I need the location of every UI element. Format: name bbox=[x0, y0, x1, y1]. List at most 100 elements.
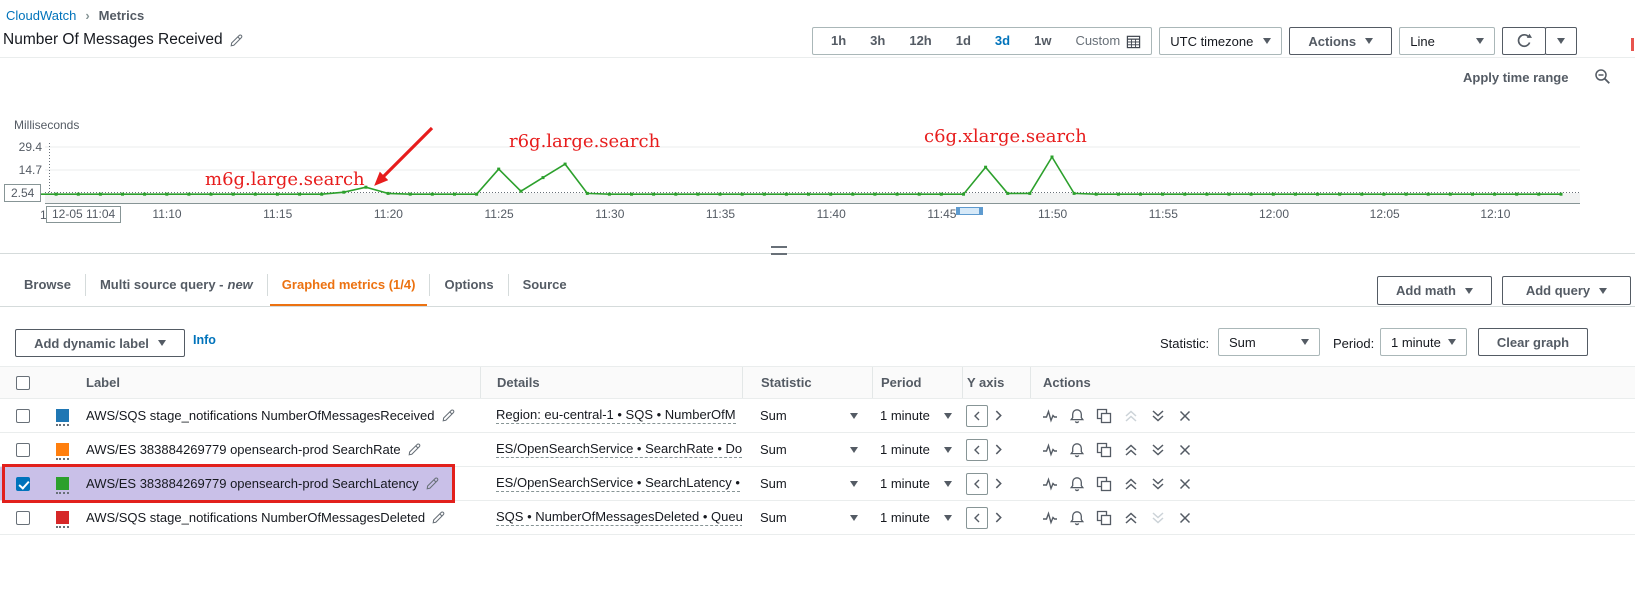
tab-graphed-metrics[interactable]: Graphed metrics (1/4) bbox=[268, 262, 430, 307]
zoom-out-icon[interactable] bbox=[1594, 68, 1611, 88]
remove-metric-icon[interactable] bbox=[1177, 408, 1193, 424]
actions-menu-button[interactable]: Actions bbox=[1289, 27, 1393, 55]
metric-details[interactable]: ES/OpenSearchService • SearchLatency • bbox=[496, 475, 740, 492]
y-axis-right-toggle[interactable] bbox=[993, 478, 1004, 489]
metric-details[interactable]: SQS • NumberOfMessagesDeleted • Queu bbox=[496, 509, 742, 526]
move-down-icon[interactable] bbox=[1150, 510, 1166, 526]
move-down-icon[interactable] bbox=[1150, 442, 1166, 458]
graph-this-metric-icon[interactable] bbox=[1042, 476, 1058, 492]
y-axis-right-toggle[interactable] bbox=[993, 410, 1004, 421]
y-axis-left-toggle[interactable] bbox=[966, 438, 988, 461]
refresh-button[interactable] bbox=[1502, 27, 1547, 55]
edit-pencil-icon[interactable] bbox=[230, 34, 243, 47]
time-range-1h[interactable]: 1h bbox=[831, 33, 847, 48]
y-axis-right-toggle[interactable] bbox=[993, 444, 1004, 455]
metric-label: AWS/SQS stage_notifications NumberOfMess… bbox=[86, 408, 435, 423]
y-axis-tick: 29.4 bbox=[18, 140, 42, 154]
duplicate-metric-icon[interactable] bbox=[1096, 510, 1112, 526]
y-axis-left-toggle[interactable] bbox=[966, 472, 988, 495]
add-query-button[interactable]: Add query bbox=[1502, 276, 1631, 305]
header-label: Label bbox=[86, 375, 120, 390]
tab-multi-source-query[interactable]: Multi source query - new bbox=[86, 262, 267, 307]
panel-resize-handle[interactable] bbox=[771, 246, 787, 255]
y-axis-right-toggle[interactable] bbox=[993, 512, 1004, 523]
add-math-button[interactable]: Add math bbox=[1377, 276, 1492, 305]
edit-title-button[interactable] bbox=[230, 34, 243, 47]
graph-this-metric-icon[interactable] bbox=[1042, 442, 1058, 458]
row-statistic-select[interactable]: Sum bbox=[742, 442, 872, 457]
edit-pencil-icon[interactable] bbox=[426, 477, 439, 490]
move-up-icon[interactable] bbox=[1123, 476, 1139, 492]
select-all-checkbox[interactable] bbox=[16, 375, 30, 390]
row-checkbox[interactable] bbox=[16, 510, 30, 525]
time-range-3h[interactable]: 3h bbox=[870, 33, 886, 48]
row-period-select[interactable]: 1 minute bbox=[872, 476, 962, 491]
row-statistic-select[interactable]: Sum bbox=[742, 408, 872, 423]
metric-color-swatch[interactable] bbox=[56, 477, 69, 494]
time-range-12h[interactable]: 12h bbox=[909, 33, 932, 48]
chart-type-select[interactable]: Line bbox=[1399, 27, 1496, 55]
move-up-icon[interactable] bbox=[1123, 510, 1139, 526]
divider bbox=[0, 57, 1635, 58]
create-alarm-bell-icon[interactable] bbox=[1069, 442, 1085, 458]
metric-details[interactable]: ES/OpenSearchService • SearchRate • Do bbox=[496, 441, 742, 458]
row-period-select[interactable]: 1 minute bbox=[872, 510, 962, 525]
tab-browse[interactable]: Browse bbox=[24, 277, 71, 292]
calendar-icon[interactable] bbox=[1126, 34, 1145, 49]
info-link[interactable]: Info bbox=[193, 333, 216, 347]
remove-metric-icon[interactable] bbox=[1177, 442, 1193, 458]
metric-color-swatch[interactable] bbox=[56, 443, 69, 460]
add-dynamic-label-button[interactable]: Add dynamic label bbox=[15, 329, 185, 357]
move-up-icon[interactable] bbox=[1123, 442, 1139, 458]
move-down-icon[interactable] bbox=[1150, 408, 1166, 424]
statistic-select[interactable]: Sum bbox=[1218, 328, 1320, 356]
create-alarm-bell-icon[interactable] bbox=[1069, 408, 1085, 424]
tab-source[interactable]: Source bbox=[522, 277, 567, 292]
x-axis-tick: 11:55 bbox=[1148, 207, 1178, 221]
remove-metric-icon[interactable] bbox=[1177, 476, 1193, 492]
row-statistic-select[interactable]: Sum bbox=[742, 476, 872, 491]
graph-this-metric-icon[interactable] bbox=[1042, 408, 1058, 424]
create-alarm-bell-icon[interactable] bbox=[1069, 510, 1085, 526]
graph-this-metric-icon[interactable] bbox=[1042, 510, 1058, 526]
metric-details[interactable]: Region: eu-central-1 • SQS • NumberOfM bbox=[496, 407, 736, 424]
metric-color-swatch[interactable] bbox=[56, 511, 69, 528]
row-checkbox[interactable] bbox=[16, 442, 30, 457]
metrics-line-chart[interactable] bbox=[0, 0, 1635, 253]
edit-label-button[interactable] bbox=[408, 443, 421, 456]
time-range-custom[interactable]: Custom bbox=[1075, 33, 1121, 48]
apply-time-range-label[interactable]: Apply time range bbox=[1463, 70, 1569, 85]
time-range-3d[interactable]: 3d bbox=[994, 33, 1011, 48]
row-period-select[interactable]: 1 minute bbox=[872, 442, 962, 457]
refresh-options-button[interactable] bbox=[1545, 27, 1578, 55]
row-statistic-select[interactable]: Sum bbox=[742, 510, 872, 525]
create-alarm-bell-icon[interactable] bbox=[1069, 476, 1085, 492]
period-select[interactable]: 1 minute bbox=[1380, 328, 1467, 356]
y-axis-left-toggle[interactable] bbox=[966, 506, 988, 529]
row-period-select[interactable]: 1 minute bbox=[872, 408, 962, 423]
time-range-1w[interactable]: 1w bbox=[1034, 33, 1052, 48]
clear-graph-button[interactable]: Clear graph bbox=[1478, 328, 1588, 356]
edit-pencil-icon[interactable] bbox=[442, 409, 455, 422]
timezone-select[interactable]: UTC timezone bbox=[1159, 27, 1283, 55]
edit-pencil-icon[interactable] bbox=[408, 443, 421, 456]
y-axis-left-toggle[interactable] bbox=[966, 404, 988, 427]
remove-metric-icon[interactable] bbox=[1177, 510, 1193, 526]
duplicate-metric-icon[interactable] bbox=[1096, 476, 1112, 492]
tab-options[interactable]: Options bbox=[444, 277, 494, 292]
breadcrumb-cloudwatch-link[interactable]: CloudWatch bbox=[6, 8, 77, 23]
time-range-1d[interactable]: 1d bbox=[955, 33, 971, 48]
edit-label-button[interactable] bbox=[426, 477, 439, 490]
move-up-icon[interactable] bbox=[1123, 408, 1139, 424]
metric-color-swatch[interactable] bbox=[56, 409, 69, 426]
edit-label-button[interactable] bbox=[442, 409, 455, 422]
pan-scrollbar-handle[interactable] bbox=[956, 207, 983, 215]
edit-label-button[interactable] bbox=[432, 511, 445, 524]
duplicate-metric-icon[interactable] bbox=[1096, 442, 1112, 458]
period-label: Period: bbox=[1333, 336, 1375, 351]
row-checkbox[interactable] bbox=[16, 408, 30, 423]
duplicate-metric-icon[interactable] bbox=[1096, 408, 1112, 424]
move-down-icon[interactable] bbox=[1150, 476, 1166, 492]
edit-pencil-icon[interactable] bbox=[432, 511, 445, 524]
row-checkbox[interactable] bbox=[16, 476, 30, 491]
